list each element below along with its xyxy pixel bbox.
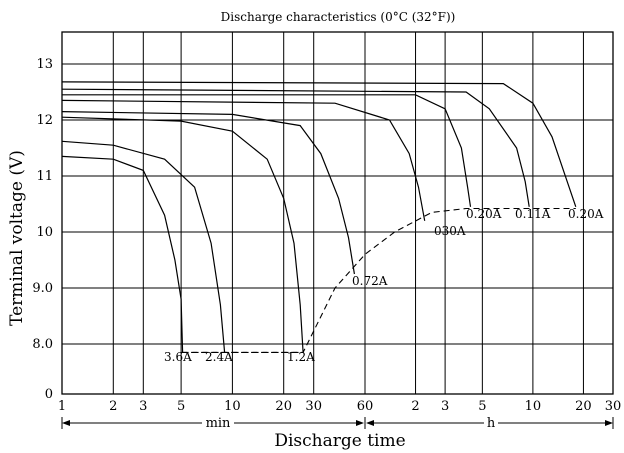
- y-tick-label: 10: [36, 225, 53, 240]
- y-tick-label: 8.0: [32, 337, 53, 352]
- x-tick-label: 5: [177, 399, 185, 414]
- y-tick-label: 11: [36, 169, 53, 184]
- curve-label: 0.20A: [568, 207, 604, 221]
- discharge-curve-030A: [61, 99, 426, 221]
- x-tick-label: 10: [224, 399, 241, 414]
- discharge-curve-3_6A: [61, 155, 184, 353]
- h-arrow-head-right: [605, 420, 613, 426]
- discharge-curve-0_11A: [61, 88, 530, 207]
- curve-label: 3.6A: [164, 350, 192, 364]
- min-arrow-head-left: [62, 420, 70, 426]
- y-axis-label: Terminal voltage (V): [7, 150, 27, 326]
- curve-label: 0.72A: [352, 274, 388, 288]
- y-tick-label: 13: [36, 57, 53, 72]
- x-axis-label: Discharge time: [274, 431, 405, 451]
- h-segment-label: h: [487, 416, 496, 431]
- x-tick-label: 30: [605, 399, 622, 414]
- discharge-curve-0_20A: [62, 94, 472, 207]
- x-tick-label: 2: [109, 399, 117, 414]
- h-arrow-head-left: [366, 420, 374, 426]
- curve-label: 030A: [434, 224, 466, 238]
- curve-label: 0.20A: [466, 207, 502, 221]
- x-tick-label: 20: [575, 399, 592, 414]
- min-arrow-head-right: [356, 420, 364, 426]
- x-tick-label: 60: [357, 399, 374, 414]
- discharge-curve-2_4A: [61, 140, 226, 353]
- discharge-curve-1_2A: [61, 116, 304, 353]
- chart-title: Discharge characteristics (0°C (32°F)): [221, 10, 456, 24]
- curve-label: 0.11A: [515, 207, 551, 221]
- x-tick-label: 20: [275, 399, 292, 414]
- segment-arrows: min h: [61, 416, 614, 431]
- x-tick-label: 2: [411, 399, 419, 414]
- x-tick-label: 5: [478, 399, 486, 414]
- y-tick-label: 9.0: [32, 281, 53, 296]
- curve-label: 2.4A: [205, 350, 233, 364]
- discharge-end-line: [181, 207, 576, 353]
- curve-label: 1.2A: [287, 350, 315, 364]
- x-tick-label: 30: [305, 399, 322, 414]
- discharge-curve-0_20A: [61, 81, 577, 207]
- x-tick-label: 3: [139, 399, 147, 414]
- plot-grid: [61, 31, 614, 395]
- x-tick-label: 3: [441, 399, 449, 414]
- x-tick-label: 1: [58, 399, 66, 414]
- x-tick-label: 10: [525, 399, 542, 414]
- min-segment-label: min: [206, 416, 231, 431]
- y-tick-label: 0: [45, 387, 53, 402]
- y-tick-label: 12: [36, 113, 53, 128]
- discharge-curve-0_72A: [61, 111, 355, 275]
